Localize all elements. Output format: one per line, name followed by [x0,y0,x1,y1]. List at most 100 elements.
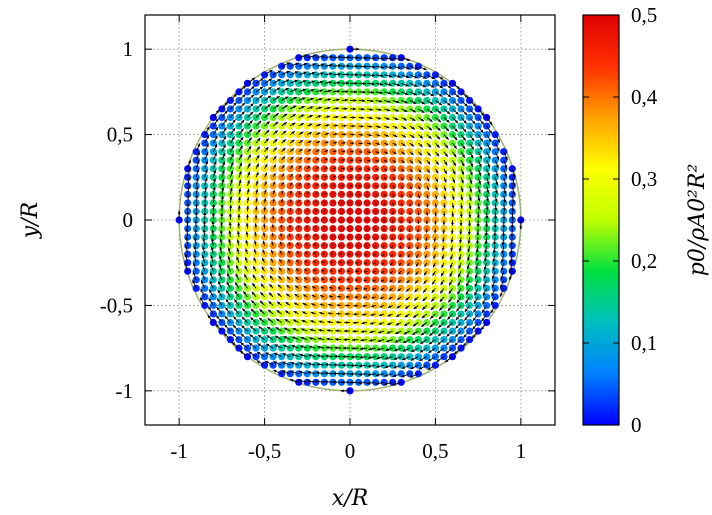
particle-357 [287,199,294,206]
particle-473 [312,199,319,206]
particle-128 [227,131,234,138]
arrow-head-213 [255,215,258,218]
particle-548 [329,225,336,232]
particle-351 [287,251,294,258]
particle-512 [321,199,328,206]
x-tick-label-1: -0,5 [248,439,281,463]
particle-589 [338,208,345,215]
particle-428 [304,251,311,258]
x-tick-label-2: 0 [345,439,356,463]
arrow-head-639 [353,125,356,128]
particle-475 [312,182,319,189]
particle-550 [329,208,336,215]
particle-667 [355,225,362,232]
particle-506 [321,251,328,258]
particle-518 [321,148,328,155]
colorbar-label: p0/ρA0²R² [685,164,710,277]
particle-188 [244,148,251,155]
particle-554 [329,174,336,181]
particle-287 [270,174,277,181]
particle-389 [295,251,302,258]
particle-359 [287,182,294,189]
particle-669 [355,208,362,215]
particle-469 [312,233,319,240]
particle-252 [261,174,268,181]
cbar-tick-label-0: 0 [631,413,642,437]
particle-592 [338,182,345,189]
particle-322 [278,182,285,189]
particle-470 [312,225,319,232]
particle-140 [235,285,242,292]
arrow-head-638 [352,133,354,135]
particle-431 [304,225,311,232]
particle-69 [210,174,217,181]
particle-434 [304,199,311,206]
particle-467 [312,251,319,258]
particle-138 [235,302,242,309]
particle-514 [321,182,328,189]
particle-100 [218,131,225,138]
arrow-head-1009 [434,222,436,224]
particle-440 [304,148,311,155]
particle-629 [346,208,353,215]
particle-184 [244,182,251,189]
cbar-tick-label-1: 0,1 [631,331,657,355]
particle-430 [304,233,311,240]
arrow-head-0 [178,211,181,214]
particle-53 [210,310,217,317]
particle-251 [261,182,268,189]
cbar-tick-label-2: 0,2 [631,249,657,273]
particle-584 [338,251,345,258]
particle-436 [304,182,311,189]
particle-360 [287,174,294,181]
arrow-head-212 [255,223,258,226]
arrow-head-1042 [442,231,445,234]
particle-353 [287,233,294,240]
particle-145 [235,242,242,249]
particle-511 [321,208,328,215]
particle-668 [355,216,362,223]
particle-1 [184,268,191,275]
particle-109 [227,293,234,300]
particle-286 [270,182,277,189]
y-tick-label-0: -1 [116,379,134,403]
particle-586 [338,233,345,240]
particle-243 [261,251,268,258]
particle-588 [338,216,345,223]
arrow-head-1044 [443,214,446,217]
particle-139 [235,293,242,300]
arrow-head-1043 [443,223,446,226]
particle-217 [252,182,259,189]
particle-587 [338,225,345,232]
particle-126 [227,148,234,155]
particle-61 [210,242,217,249]
particle-439 [304,157,311,164]
arrow-head-247 [263,215,265,217]
particle-515 [321,174,328,181]
particle-520 [321,131,328,138]
particle-176 [244,251,251,258]
arrow-head-679 [361,125,364,128]
particle-556 [329,157,336,164]
particle-323 [278,174,285,181]
y-tick-label-2: 0 [123,208,134,232]
cbar-tick-label-4: 0,4 [631,85,658,109]
particle-476 [312,174,319,181]
particle-156 [235,148,242,155]
particle-551 [329,199,336,206]
particle-209 [252,251,259,258]
particle-122 [227,182,234,189]
particle-509 [321,225,328,232]
particle-141 [235,276,242,283]
particle-123 [227,174,234,181]
particle-153 [235,174,242,181]
particle-553 [329,182,336,189]
particle-433 [304,208,311,215]
particle-442 [304,131,311,138]
arrow-head-577 [336,312,339,315]
cbar-tick-label-3: 0,3 [631,167,657,191]
y-tick-label-4: 1 [123,37,134,61]
particle-158 [235,131,242,138]
particle-142 [235,268,242,275]
